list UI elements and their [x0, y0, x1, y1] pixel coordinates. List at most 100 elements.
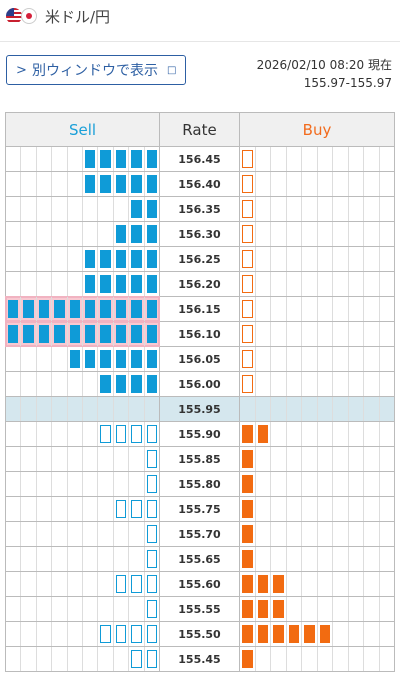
buy-order-block [242, 575, 253, 593]
rate-value: 156.25 [159, 246, 240, 272]
timestamp-rate-range: 155.97-155.97 [303, 76, 392, 90]
table-row: 156.10 [5, 321, 395, 347]
buy-order-block [242, 150, 253, 168]
sell-order-block [146, 225, 158, 243]
sell-order-block [100, 425, 111, 443]
sell-order-block [146, 525, 158, 543]
buy-cell [239, 396, 395, 422]
sell-order-block [146, 325, 158, 343]
sell-order-block [115, 500, 127, 518]
order-book-table: Sell Rate Buy 156.45 156.40 156.35 156.30 15… [5, 112, 395, 672]
open-new-window-button[interactable]: > 別ウィンドウで表示 □ [6, 55, 186, 85]
sell-order-block [100, 150, 111, 168]
sell-order-block [115, 175, 127, 193]
buy-cell [239, 196, 395, 222]
table-row: 155.85 [5, 446, 395, 472]
table-row: 156.20 [5, 271, 395, 297]
sell-order-block [38, 300, 50, 318]
sell-order-block [85, 275, 96, 293]
sell-order-block [146, 200, 158, 218]
buy-order-block [242, 175, 253, 193]
buy-order-block [242, 275, 253, 293]
currency-pair-title: 米ドル/円 [45, 8, 111, 26]
sell-cell [5, 321, 160, 347]
buy-order-block [288, 625, 299, 643]
rate-value: 155.95 [159, 396, 240, 422]
sell-order-block [131, 200, 142, 218]
sell-order-block [100, 300, 111, 318]
sell-order-block [115, 575, 127, 593]
sell-cell [5, 596, 160, 622]
buy-cell [239, 346, 395, 372]
rate-value: 155.85 [159, 446, 240, 472]
sell-cell [5, 271, 160, 297]
buy-cell [239, 496, 395, 522]
sell-order-block [131, 625, 142, 643]
buy-cell [239, 171, 395, 197]
buy-order-block [242, 625, 253, 643]
header-bar: 米ドル/円 [0, 0, 400, 34]
sell-order-block [131, 150, 142, 168]
sell-order-block [100, 275, 111, 293]
buy-order-block [257, 425, 268, 443]
sell-order-block [131, 650, 142, 668]
table-row: 155.70 [5, 521, 395, 547]
buy-order-block [304, 625, 315, 643]
us-flag-icon [6, 8, 22, 24]
rate-header: Rate [159, 112, 240, 147]
table-row: 155.55 [5, 596, 395, 622]
buy-cell [239, 571, 395, 597]
sell-order-block [85, 300, 96, 318]
sell-order-block [146, 650, 158, 668]
sell-order-block [23, 300, 34, 318]
sell-order-block [115, 250, 127, 268]
sell-cell [5, 296, 160, 322]
sell-order-block [146, 150, 158, 168]
table-row: 156.00 [5, 371, 395, 397]
sell-order-block [115, 350, 127, 368]
buy-order-block [273, 625, 284, 643]
buy-cell [239, 471, 395, 497]
sell-order-block [85, 150, 96, 168]
table-row: 156.25 [5, 246, 395, 272]
rate-value: 155.60 [159, 571, 240, 597]
sell-order-block [8, 300, 19, 318]
buy-order-block [242, 300, 253, 318]
buy-cell [239, 596, 395, 622]
sell-order-block [131, 225, 142, 243]
rate-value: 155.90 [159, 421, 240, 447]
sell-order-block [146, 300, 158, 318]
buy-order-block [242, 500, 253, 518]
sell-order-block [115, 625, 127, 643]
buy-order-block [242, 425, 253, 443]
sell-order-block [23, 325, 34, 343]
sell-cell [5, 546, 160, 572]
buy-cell [239, 621, 395, 647]
rate-value: 155.65 [159, 546, 240, 572]
sell-cell [5, 396, 160, 422]
rate-value: 155.75 [159, 496, 240, 522]
sell-order-block [146, 350, 158, 368]
rate-value: 156.35 [159, 196, 240, 222]
buy-order-block [242, 200, 253, 218]
sell-order-block [8, 325, 19, 343]
sell-order-block [146, 500, 158, 518]
sell-cell [5, 521, 160, 547]
sell-order-block [85, 325, 96, 343]
sell-cell [5, 471, 160, 497]
current-rate-row: 155.95 [5, 396, 395, 422]
table-row: 155.45 [5, 646, 395, 672]
sell-order-block [69, 350, 81, 368]
sell-order-block [115, 225, 127, 243]
sell-order-block [146, 375, 158, 393]
sell-order-block [54, 300, 65, 318]
rate-value: 155.55 [159, 596, 240, 622]
buy-cell [239, 296, 395, 322]
rate-value: 156.30 [159, 221, 240, 247]
sell-order-block [146, 425, 158, 443]
sell-order-block [146, 275, 158, 293]
buy-order-block [242, 350, 253, 368]
sell-cell [5, 446, 160, 472]
buy-cell [239, 421, 395, 447]
sell-cell [5, 246, 160, 272]
